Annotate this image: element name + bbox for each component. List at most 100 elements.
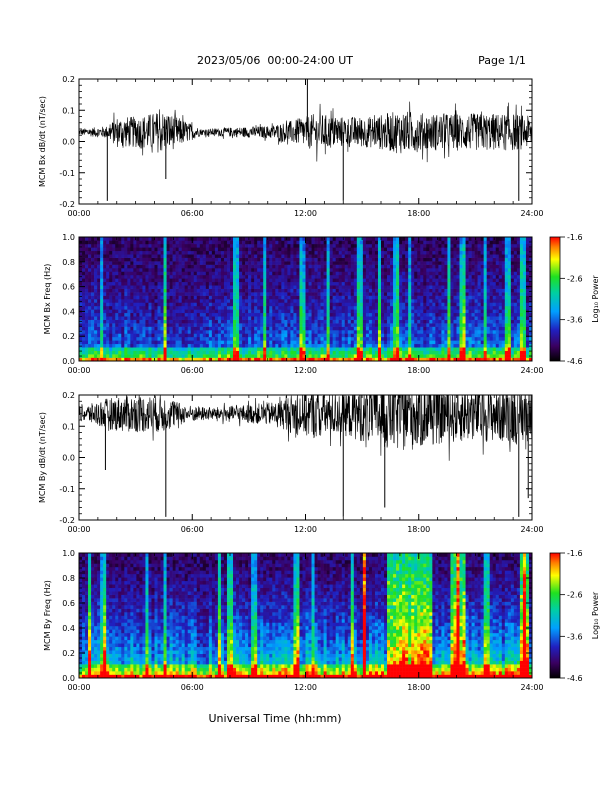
spectrogram-cell	[226, 354, 231, 358]
spectrogram-cell	[402, 350, 406, 355]
spectrogram-cell	[414, 271, 418, 276]
spectrogram-cell	[196, 302, 201, 307]
spectrogram-cell	[344, 292, 349, 296]
spectrogram-cell	[115, 278, 119, 283]
spectrogram-cell	[459, 264, 463, 269]
spectrogram-cell	[236, 319, 240, 324]
spectrogram-cell	[326, 268, 330, 272]
spectrogram-cell	[257, 271, 261, 276]
spectrogram-cell	[275, 312, 279, 317]
spectrogram-cell	[193, 295, 198, 300]
spectrogram-cell	[387, 312, 391, 317]
spectrogram-cell	[468, 316, 472, 320]
spectrogram-cell	[438, 316, 442, 320]
spectrogram-cell	[474, 350, 478, 355]
spectrogram-cell	[374, 302, 379, 307]
spectrogram-cell	[450, 350, 454, 355]
spectrogram-cell	[184, 254, 189, 258]
spectrogram-cell	[269, 350, 273, 355]
spectrogram-cell	[145, 316, 149, 320]
spectrogram-cell	[91, 302, 95, 307]
spectrogram-cell	[133, 292, 137, 296]
spectrogram-cell	[344, 278, 349, 283]
spectrogram-cell	[254, 316, 258, 320]
spectrogram-cell	[91, 319, 95, 324]
spectrogram-cell	[468, 281, 472, 286]
spectrogram-cell	[85, 243, 89, 248]
spectrogram-cell	[432, 299, 436, 303]
spectrogram-cell	[94, 295, 98, 300]
spectrogram-cell	[199, 243, 204, 248]
spectrogram-cell	[133, 278, 137, 283]
spectrogram-cell	[450, 336, 454, 341]
spectrogram-cell	[193, 261, 198, 265]
spectrogram-cell	[181, 285, 185, 289]
spectrogram-cell	[444, 357, 448, 361]
spectrogram-cell	[381, 268, 385, 272]
spectrogram-cell	[242, 299, 246, 303]
spectrogram-cell	[287, 312, 291, 317]
spectrogram-cell	[257, 285, 261, 289]
spectrogram-cell	[432, 343, 436, 348]
spectrogram-cell	[260, 357, 264, 361]
spectrogram-cell	[97, 330, 101, 334]
spectrogram-cell	[148, 254, 152, 258]
spectrogram-cell	[133, 257, 137, 262]
spectrogram-cell	[275, 268, 279, 272]
spectrogram-cell	[269, 243, 273, 248]
spectrogram-cell	[145, 237, 149, 241]
spectrogram-cell	[263, 302, 267, 307]
spectrogram-cell	[82, 347, 86, 351]
spectrogram-cell	[175, 285, 179, 289]
spectrogram-cell	[429, 302, 433, 307]
spectrogram-cell	[94, 271, 98, 276]
spectrogram-cell	[281, 292, 285, 296]
spectrogram-cell	[136, 243, 140, 248]
spectrogram-cell	[94, 292, 98, 296]
spectrogram-cell	[441, 330, 445, 334]
spectrogram-cell	[100, 319, 104, 324]
spectrogram-cell	[109, 357, 113, 361]
spectrogram-cell	[248, 257, 252, 262]
spectrogram-cell	[384, 250, 388, 255]
spectrogram-cell	[187, 257, 192, 262]
spectrogram-cell	[142, 312, 146, 317]
spectrogram-cell	[414, 261, 418, 265]
spectrogram-cell	[450, 278, 454, 283]
spectrogram-cell	[393, 268, 397, 272]
spectrogram-cell	[278, 312, 282, 317]
spectrogram-cell	[166, 326, 170, 331]
spectrogram-cell	[157, 257, 161, 262]
spectrogram-cell	[390, 285, 394, 289]
spectrogram-cell	[368, 274, 373, 279]
spectrogram-cell	[284, 347, 288, 351]
spectrogram-cell	[314, 288, 318, 293]
spectrogram-cell	[341, 261, 346, 265]
spectrogram-cell	[371, 340, 376, 345]
spectrogram-cell	[169, 340, 173, 345]
spectrogram-cell	[444, 350, 448, 355]
spectrogram-cell	[236, 354, 240, 358]
spectrogram-cell	[447, 305, 451, 310]
spectrogram-cell	[254, 330, 258, 334]
spectrogram-cell	[447, 247, 451, 252]
spectrogram-cell	[79, 247, 83, 252]
spectrogram-cell	[121, 350, 125, 355]
spectrogram-cell	[278, 330, 282, 334]
spectrogram-cell	[293, 278, 297, 283]
spectrogram-cell	[441, 257, 445, 262]
spectrogram-cell	[296, 333, 300, 338]
spectrogram-cell	[384, 350, 388, 355]
spectrogram-cell	[356, 268, 361, 272]
spectrogram-cell	[88, 312, 92, 317]
spectrogram-cell	[456, 350, 460, 355]
spectrogram-cell	[311, 240, 315, 245]
spectrogram-cell	[381, 250, 385, 255]
spectrogram-cell	[220, 350, 225, 355]
spectrogram-cell	[483, 264, 487, 269]
spectrogram-cell	[359, 268, 364, 272]
spectrogram-cell	[444, 316, 448, 320]
spectrogram-cell	[480, 333, 484, 338]
spectrogram-cell	[109, 250, 113, 255]
spectrogram-cell	[239, 326, 243, 331]
